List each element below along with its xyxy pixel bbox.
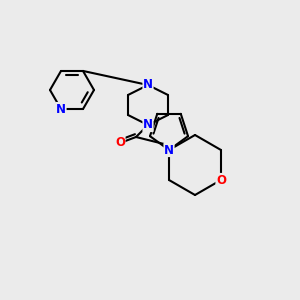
Text: N: N xyxy=(164,143,174,157)
Text: O: O xyxy=(115,136,125,149)
Text: O: O xyxy=(216,173,226,187)
Text: N: N xyxy=(143,79,153,92)
Text: N: N xyxy=(143,118,153,131)
Text: N: N xyxy=(56,103,66,116)
